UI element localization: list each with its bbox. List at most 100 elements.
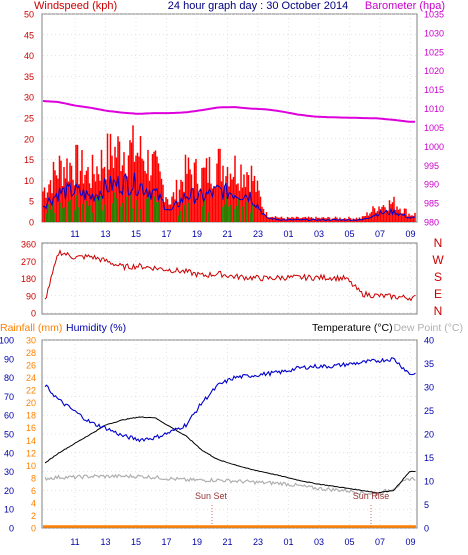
rainfall-tick-label: 18 (26, 411, 36, 421)
barometer-tick-label: 1030 (424, 28, 444, 38)
barometer-tick-label: 1015 (424, 85, 444, 95)
temperature-tick-label: 15 (424, 453, 434, 463)
wind-time-tick-label: 11 (70, 229, 79, 239)
windspeed-tick-label: 0 (29, 218, 34, 228)
direction-y-axis: 0 90 180 270 360 (21, 240, 36, 319)
wind-direction-line (44, 249, 416, 302)
windspeed-tick-label: 5 (29, 197, 34, 207)
compass-label: E (434, 287, 442, 301)
dewpoint-axis-title: Dew Point (°C) (393, 322, 463, 334)
barometer-tick-label: 980 (424, 218, 439, 228)
wind-time-tick-label: 21 (222, 229, 232, 239)
direction-tick-label: 0 (31, 309, 36, 319)
direction-tick-label: 270 (21, 257, 36, 267)
dew-point-line (44, 473, 416, 497)
temperature-time-tick-label: 03 (314, 537, 324, 547)
temperature-tick-label: 5 (424, 500, 429, 510)
compass-label: N (434, 236, 443, 250)
barometer-tick-label: 1010 (424, 104, 444, 114)
humidity-axis-title: Humidity (%) (66, 322, 126, 334)
barometer-tick-label: 1020 (424, 66, 444, 76)
temperature-time-tick-label: 09 (405, 537, 415, 547)
windspeed-tick-label: 15 (24, 155, 34, 165)
temperature-series (43, 357, 416, 528)
barometer-tick-label: 1035 (424, 10, 444, 20)
wind-time-tick-label: 23 (253, 229, 263, 239)
wind-time-tick-label: 19 (192, 229, 202, 239)
direction-tick-label: 90 (26, 291, 36, 301)
humidity-tick-label: 70 (4, 392, 14, 402)
wind-time-tick-label: 03 (314, 229, 324, 239)
temperature-line (44, 416, 416, 494)
humidity-y-axis: 0 10 20 30 40 50 60 70 80 90 100 (0, 336, 14, 534)
sun-set-label: Sun Set (195, 491, 228, 501)
humidity-tick-label: 10 (4, 505, 14, 515)
wind-time-tick-label: 13 (100, 229, 110, 239)
windspeed-tick-label: 10 (24, 176, 34, 186)
rainfall-tick-label: 14 (26, 436, 36, 446)
windspeed-tick-label: 25 (24, 114, 34, 124)
humidity-tick-label: 60 (4, 411, 14, 421)
barometer-tick-label: 1000 (424, 142, 444, 152)
temperature-tick-label: 20 (424, 430, 434, 440)
temperature-tick-label: 10 (424, 477, 434, 487)
rainfall-tick-label: 30 (26, 336, 36, 346)
barometer-line (42, 100, 415, 123)
barometer-tick-label: 995 (424, 161, 439, 171)
wind-time-tick-label: 07 (375, 229, 385, 239)
compass-label: W (432, 253, 444, 267)
temperature-tick-label: 40 (424, 336, 434, 346)
temperature-time-tick-label: 19 (192, 537, 202, 547)
wind-time-tick-label: 15 (131, 229, 141, 239)
humidity-line (44, 357, 416, 443)
compass-label: S (434, 270, 442, 284)
barometer-tick-label: 1025 (424, 47, 444, 57)
windspeed-tick-label: 20 (24, 134, 34, 144)
temperature-time-axis: 11 13 15 17 19 21 23 01 03 05 07 09 (70, 537, 415, 547)
wind-time-tick-label: 17 (161, 229, 171, 239)
temperature-time-tick-label: 13 (100, 537, 110, 547)
windspeed-y-axis: 0 5 10 15 20 25 30 35 40 45 50 (24, 10, 34, 228)
temperature-time-tick-label: 01 (283, 537, 293, 547)
temperature-time-tick-label: 05 (344, 537, 354, 547)
temperature-time-tick-label: 21 (222, 537, 232, 547)
temperature-time-tick-label: 07 (375, 537, 385, 547)
rainfall-tick-label: 28 (26, 348, 36, 358)
wind-time-tick-label: 01 (283, 229, 293, 239)
average-windspeed-line (42, 172, 416, 222)
direction-tick-label: 360 (21, 240, 36, 250)
sun-rise-label: Sun Rise (353, 491, 390, 501)
humidity-tick-label: 90 (4, 354, 14, 364)
temperature-y-axis: 0 5 10 15 20 25 30 35 40 (424, 336, 434, 534)
windspeed-axis-title: Windspeed (kph) (34, 0, 117, 12)
wind-time-axis: 11 13 15 17 19 21 23 01 03 05 07 09 (70, 229, 415, 239)
direction-tick-label: 180 (21, 274, 36, 284)
barometer-tick-label: 985 (424, 199, 439, 209)
rainfall-tick-label: 10 (26, 461, 36, 471)
temperature-gridlines (43, 339, 416, 529)
rainfall-tick-label: 6 (31, 486, 36, 496)
humidity-tick-label: 100 (0, 336, 14, 346)
humidity-tick-label: 30 (4, 467, 14, 477)
humidity-tick-label: 80 (4, 373, 14, 383)
direction-series (44, 249, 416, 302)
rainfall-tick-label: 2 (31, 511, 36, 521)
humidity-tick-label: 20 (4, 486, 14, 496)
rainfall-tick-label: 12 (26, 448, 36, 458)
wind-time-tick-label: 09 (405, 229, 415, 239)
wind-time-tick-label: 05 (344, 229, 354, 239)
wind-series (42, 100, 416, 222)
humidity-tick-label: 40 (4, 448, 14, 458)
windspeed-tick-label: 35 (24, 72, 34, 82)
compass-label: N (434, 304, 443, 318)
rainfall-tick-label: 16 (26, 423, 36, 433)
rainfall-tick-label: 8 (31, 473, 36, 483)
barometer-tick-label: 990 (424, 180, 439, 190)
temperature-time-tick-label: 17 (161, 537, 171, 547)
windspeed-tick-label: 50 (24, 10, 34, 20)
humidity-tick-label: 0 (9, 524, 14, 534)
barometer-tick-label: 1005 (424, 123, 444, 133)
